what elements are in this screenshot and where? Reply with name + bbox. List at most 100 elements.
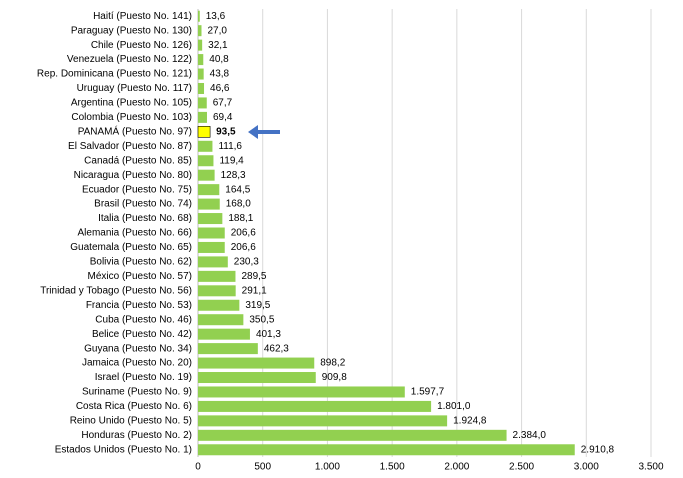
bar [198, 68, 204, 80]
bar [198, 328, 250, 340]
value-label: 119,4 [219, 155, 244, 166]
bar [198, 184, 220, 196]
y-tick-label: Suriname (Puesto No. 9) [82, 387, 192, 398]
bar [198, 39, 203, 51]
bar [198, 415, 448, 427]
bar [198, 372, 316, 384]
value-label: 350,5 [249, 314, 274, 325]
x-tick-label: 2.000 [444, 462, 469, 473]
value-label: 206,6 [231, 242, 256, 253]
bar [198, 10, 200, 22]
value-label: 289,5 [241, 271, 266, 282]
value-label: 46,6 [210, 83, 230, 94]
value-label: 43,8 [210, 69, 230, 80]
value-label: 168,0 [226, 199, 251, 210]
y-tick-label: Israel (Puesto No. 19) [95, 372, 192, 383]
value-label: 291,1 [242, 285, 267, 296]
bar [198, 270, 236, 282]
y-tick-label: PANAMÁ (Puesto No. 97) [78, 124, 192, 137]
y-tick-label: Cuba (Puesto No. 46) [95, 314, 192, 325]
y-tick-label: Uruguay (Puesto No. 117) [77, 83, 192, 94]
y-tick-label: Guatemala (Puesto No. 65) [70, 242, 192, 253]
y-tick-label: Bolivia (Puesto No. 62) [90, 257, 192, 268]
value-label: 69,4 [213, 112, 233, 123]
x-tick-label: 1.000 [315, 462, 340, 473]
value-label: 909,8 [322, 372, 347, 383]
y-tick-label: Honduras (Puesto No. 2) [81, 430, 192, 441]
x-tick-label: 3.500 [638, 462, 663, 473]
value-label: 2.384,0 [513, 430, 547, 441]
bar [198, 82, 205, 94]
value-label: 93,5 [216, 126, 236, 137]
x-tick-label: 2.500 [509, 462, 534, 473]
y-tick-label: Trinidad y Tobago (Puesto No. 56) [40, 285, 192, 296]
bar [198, 241, 225, 253]
bar [198, 97, 207, 109]
x-tick-label: 0 [195, 462, 201, 473]
value-label: 67,7 [213, 98, 233, 109]
bar [198, 256, 228, 268]
bar [198, 357, 315, 369]
value-label: 128,3 [221, 170, 246, 181]
bar [198, 285, 236, 297]
value-label: 2.910,8 [581, 444, 615, 455]
bar [198, 343, 258, 355]
bar [198, 54, 204, 66]
value-label: 111,6 [218, 141, 242, 152]
y-tick-label: Alemania (Puesto No. 66) [77, 228, 192, 239]
value-label: 188,1 [228, 213, 253, 224]
y-tick-label: El Salvador (Puesto No. 87) [68, 141, 192, 152]
value-label: 164,5 [225, 184, 250, 195]
value-label: 898,2 [320, 358, 345, 369]
value-label: 40,8 [209, 54, 229, 65]
value-label: 32,1 [208, 40, 228, 51]
bar [198, 111, 207, 123]
value-label: 401,3 [256, 329, 281, 340]
x-tick-label: 3.000 [574, 462, 599, 473]
y-tick-label: Brasil (Puesto No. 74) [94, 199, 192, 210]
y-tick-label: Nicaragua (Puesto No. 80) [74, 170, 192, 181]
bar [198, 444, 575, 456]
bar [198, 140, 213, 152]
y-tick-label: Jamaica (Puesto No. 20) [82, 358, 192, 369]
bar [198, 227, 225, 239]
bar [197, 126, 211, 138]
value-label: 1.801,0 [437, 401, 471, 412]
y-tick-label: Italia (Puesto No. 68) [98, 213, 192, 224]
y-tick-label: México (Puesto No. 57) [88, 271, 193, 282]
y-tick-label: Argentina (Puesto No. 105) [71, 98, 192, 109]
y-tick-label: Reino Unido (Puesto No. 5) [70, 416, 192, 427]
value-label: 1.924,8 [453, 416, 487, 427]
y-tick-label: Belice (Puesto No. 42) [92, 329, 192, 340]
bar [198, 213, 223, 225]
y-tick-label: Estados Unidos (Puesto No. 1) [55, 444, 192, 455]
y-tick-label: Rep. Dominicana (Puesto No. 121) [37, 69, 192, 80]
value-label: 27,0 [207, 25, 227, 36]
y-tick-label: Venezuela (Puesto No. 122) [67, 54, 192, 65]
y-tick-label: Costa Rica (Puesto No. 6) [76, 401, 192, 412]
x-tick-label: 1.500 [380, 462, 405, 473]
bar [198, 386, 405, 398]
bar [198, 429, 507, 441]
highlight-arrow [248, 125, 280, 139]
value-label: 206,6 [231, 228, 256, 239]
bar [198, 25, 202, 37]
y-tick-label: Colombia (Puesto No. 103) [71, 112, 192, 123]
y-tick-label: Paraguay (Puesto No. 130) [71, 25, 192, 36]
bar [198, 314, 244, 326]
y-tick-label: Chile (Puesto No. 126) [91, 40, 192, 51]
y-tick-label: Francia (Puesto No. 53) [86, 300, 192, 311]
bar [198, 198, 220, 210]
y-tick-label: Haití (Puesto No. 141) [93, 11, 192, 22]
bar [198, 299, 240, 311]
bar [198, 155, 214, 167]
value-label: 1.597,7 [411, 387, 445, 398]
bar [198, 400, 432, 412]
bar [198, 169, 215, 181]
y-tick-label: Ecuador (Puesto No. 75) [82, 184, 192, 195]
value-label: 230,3 [234, 257, 259, 268]
y-tick-label: Canadá (Puesto No. 85) [84, 155, 192, 166]
value-label: 462,3 [264, 343, 289, 354]
y-tick-label: Guyana (Puesto No. 34) [84, 343, 192, 354]
